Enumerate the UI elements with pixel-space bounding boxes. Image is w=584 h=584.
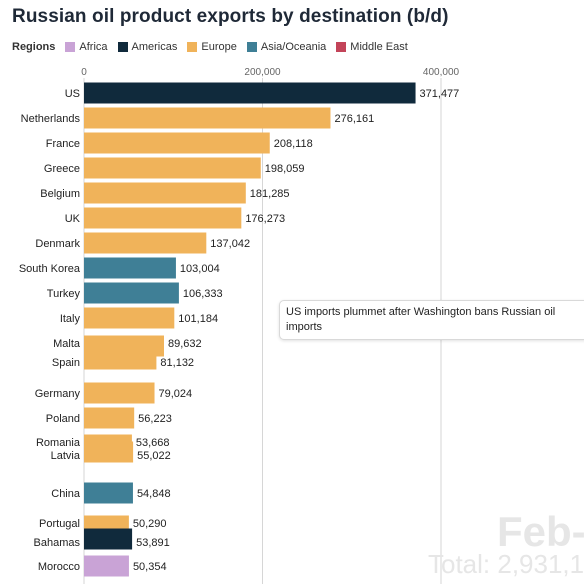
category-label: Latvia [51,450,81,462]
legend-item-americas[interactable]: Americas [117,41,178,53]
value-label: 56,223 [138,413,172,425]
value-label: 81,132 [160,357,194,369]
category-label: South Korea [19,263,81,275]
category-label: US [65,88,80,100]
total-watermark: Total: 2,931,1 [428,549,584,579]
x-tick-label: 400,000 [423,67,460,78]
value-label: 89,632 [168,338,202,350]
bar [84,382,155,404]
legend-swatch-europe [187,42,198,52]
category-label: Belgium [40,188,80,200]
category-label: China [51,488,81,500]
bar [84,132,270,154]
legend-swatch-africa [65,42,76,52]
bar [84,257,176,279]
category-label: Spain [52,357,80,369]
legend-title: Regions [12,41,56,53]
category-label: Denmark [35,238,80,250]
category-label: Germany [35,388,81,400]
x-tick-label: 0 [81,67,87,78]
category-label: Netherlands [21,113,81,125]
value-label: 101,184 [178,313,218,325]
bar [84,555,129,577]
category-label: Morocco [38,561,80,573]
value-label: 53,668 [136,437,170,449]
category-label: Malta [53,338,81,350]
legend-item-europe[interactable]: Europe [187,41,237,53]
legend-swatch-middle-east [336,42,347,52]
category-label: Romania [36,437,81,449]
value-label: 176,273 [245,213,285,225]
value-label: 103,004 [180,263,220,275]
category-label: France [46,138,80,150]
value-label: 54,848 [137,488,171,500]
legend-item-middle-east[interactable]: Middle East [336,41,408,53]
category-label: Italy [60,313,81,325]
category-label: Poland [46,413,80,425]
category-label: Greece [44,163,80,175]
legend-label-asia-oceania: Asia/Oceania [260,41,327,53]
legend-label-africa: Africa [79,41,108,53]
bar [84,348,157,370]
category-label: UK [65,213,81,225]
value-label: 276,161 [334,113,374,125]
value-label: 208,118 [274,138,313,150]
bar [84,182,246,204]
bar [84,482,133,504]
value-label: 181,285 [250,188,290,200]
annotation-box: US imports plummet after Washington bans… [279,300,584,340]
bar [84,528,133,550]
bar [84,107,331,129]
value-label: 50,290 [133,518,167,530]
value-label: 371,477 [420,88,460,100]
bar [84,307,175,329]
value-label: 50,354 [133,561,167,573]
bar [84,157,261,179]
category-label: Turkey [47,288,81,300]
legend-label-middle-east: Middle East [350,41,408,53]
value-label: 55,022 [137,450,171,462]
bar [84,407,135,429]
value-label: 79,024 [159,388,193,400]
bar [84,82,416,104]
legend-label-europe: Europe [201,41,237,53]
bar [84,232,207,254]
category-label: Portugal [39,518,80,530]
legend-item-asia-oceania[interactable]: Asia/Oceania [246,41,327,53]
value-label: 198,059 [265,163,305,175]
bar [84,282,179,304]
value-label: 53,891 [136,537,170,549]
legend-label-americas: Americas [131,41,178,53]
bar [84,441,134,463]
date-watermark: Feb-2 [497,508,584,555]
legend-item-africa[interactable]: Africa [65,41,108,53]
bar [84,207,242,229]
value-label: 106,333 [183,288,223,300]
value-label: 137,042 [210,238,250,250]
legend-swatch-americas [117,42,128,52]
legend: Regions Africa Americas Europe Asia/Ocea… [12,40,418,54]
x-tick-label: 200,000 [244,67,281,78]
legend-swatch-asia-oceania [246,42,257,52]
category-label: Bahamas [34,537,81,549]
chart-title: Russian oil product exports by destinati… [12,6,449,27]
